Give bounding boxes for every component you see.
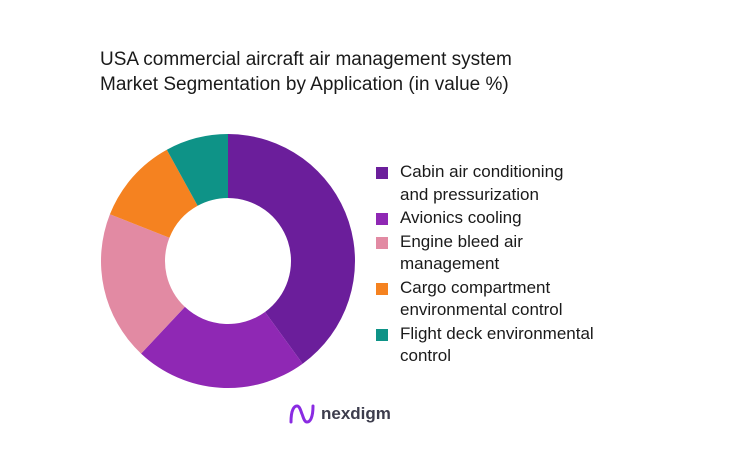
legend-label: Flight deck environmental control: [400, 323, 640, 368]
donut-slice-2: [141, 306, 303, 388]
legend-label: Cabin air conditioning and pressurization: [400, 161, 640, 206]
donut-slice-3: [101, 214, 185, 354]
legend-label-line: Flight deck environmental: [400, 323, 594, 343]
legend-label-line: Cargo compartment: [400, 277, 551, 297]
legend-item-4: Cargo compartment environmental control: [376, 277, 676, 322]
legend-swatch: [376, 213, 388, 225]
nexdigm-logo-icon: [289, 404, 315, 424]
legend-label-line: Avionics cooling: [400, 208, 522, 227]
chart-legend: Cabin air conditioning and pressurization…: [376, 161, 676, 369]
brand: nexdigm: [288, 402, 391, 426]
donut-slice-1: [228, 134, 355, 364]
legend-label: Avionics cooling: [400, 207, 640, 230]
legend-label: Engine bleed air management: [400, 231, 640, 276]
chart-title-line-1: USA commercial aircraft air management s…: [100, 49, 512, 70]
chart-title: USA commercial aircraft air management s…: [100, 47, 660, 97]
legend-swatch: [376, 236, 388, 249]
legend-swatch: [376, 167, 388, 179]
legend-swatch: [376, 282, 388, 295]
legend-item-1: Cabin air conditioning and pressurization: [376, 161, 676, 206]
legend-item-2: Avionics cooling: [376, 207, 676, 230]
brand-name: nexdigm: [321, 404, 391, 423]
legend-label-line: control: [400, 346, 452, 365]
legend-item-3: Engine bleed air management: [376, 231, 676, 276]
chart-title-line-2: Market Segmentation by Application (in v…: [100, 74, 509, 95]
legend-label-line: Cabin air conditioning: [400, 162, 564, 181]
donut-slice-4: [109, 149, 198, 238]
legend-label-line: environmental control: [400, 300, 563, 319]
legend-swatch: [376, 328, 388, 341]
legend-label: Cargo compartment environmental control: [400, 277, 640, 322]
legend-label-line: management: [400, 254, 500, 273]
legend-label-line: and pressurization: [400, 184, 539, 204]
donut-slice-5: [166, 134, 228, 206]
legend-item-5: Flight deck environmental control: [376, 323, 676, 368]
legend-label-line: Engine bleed air: [400, 231, 523, 251]
